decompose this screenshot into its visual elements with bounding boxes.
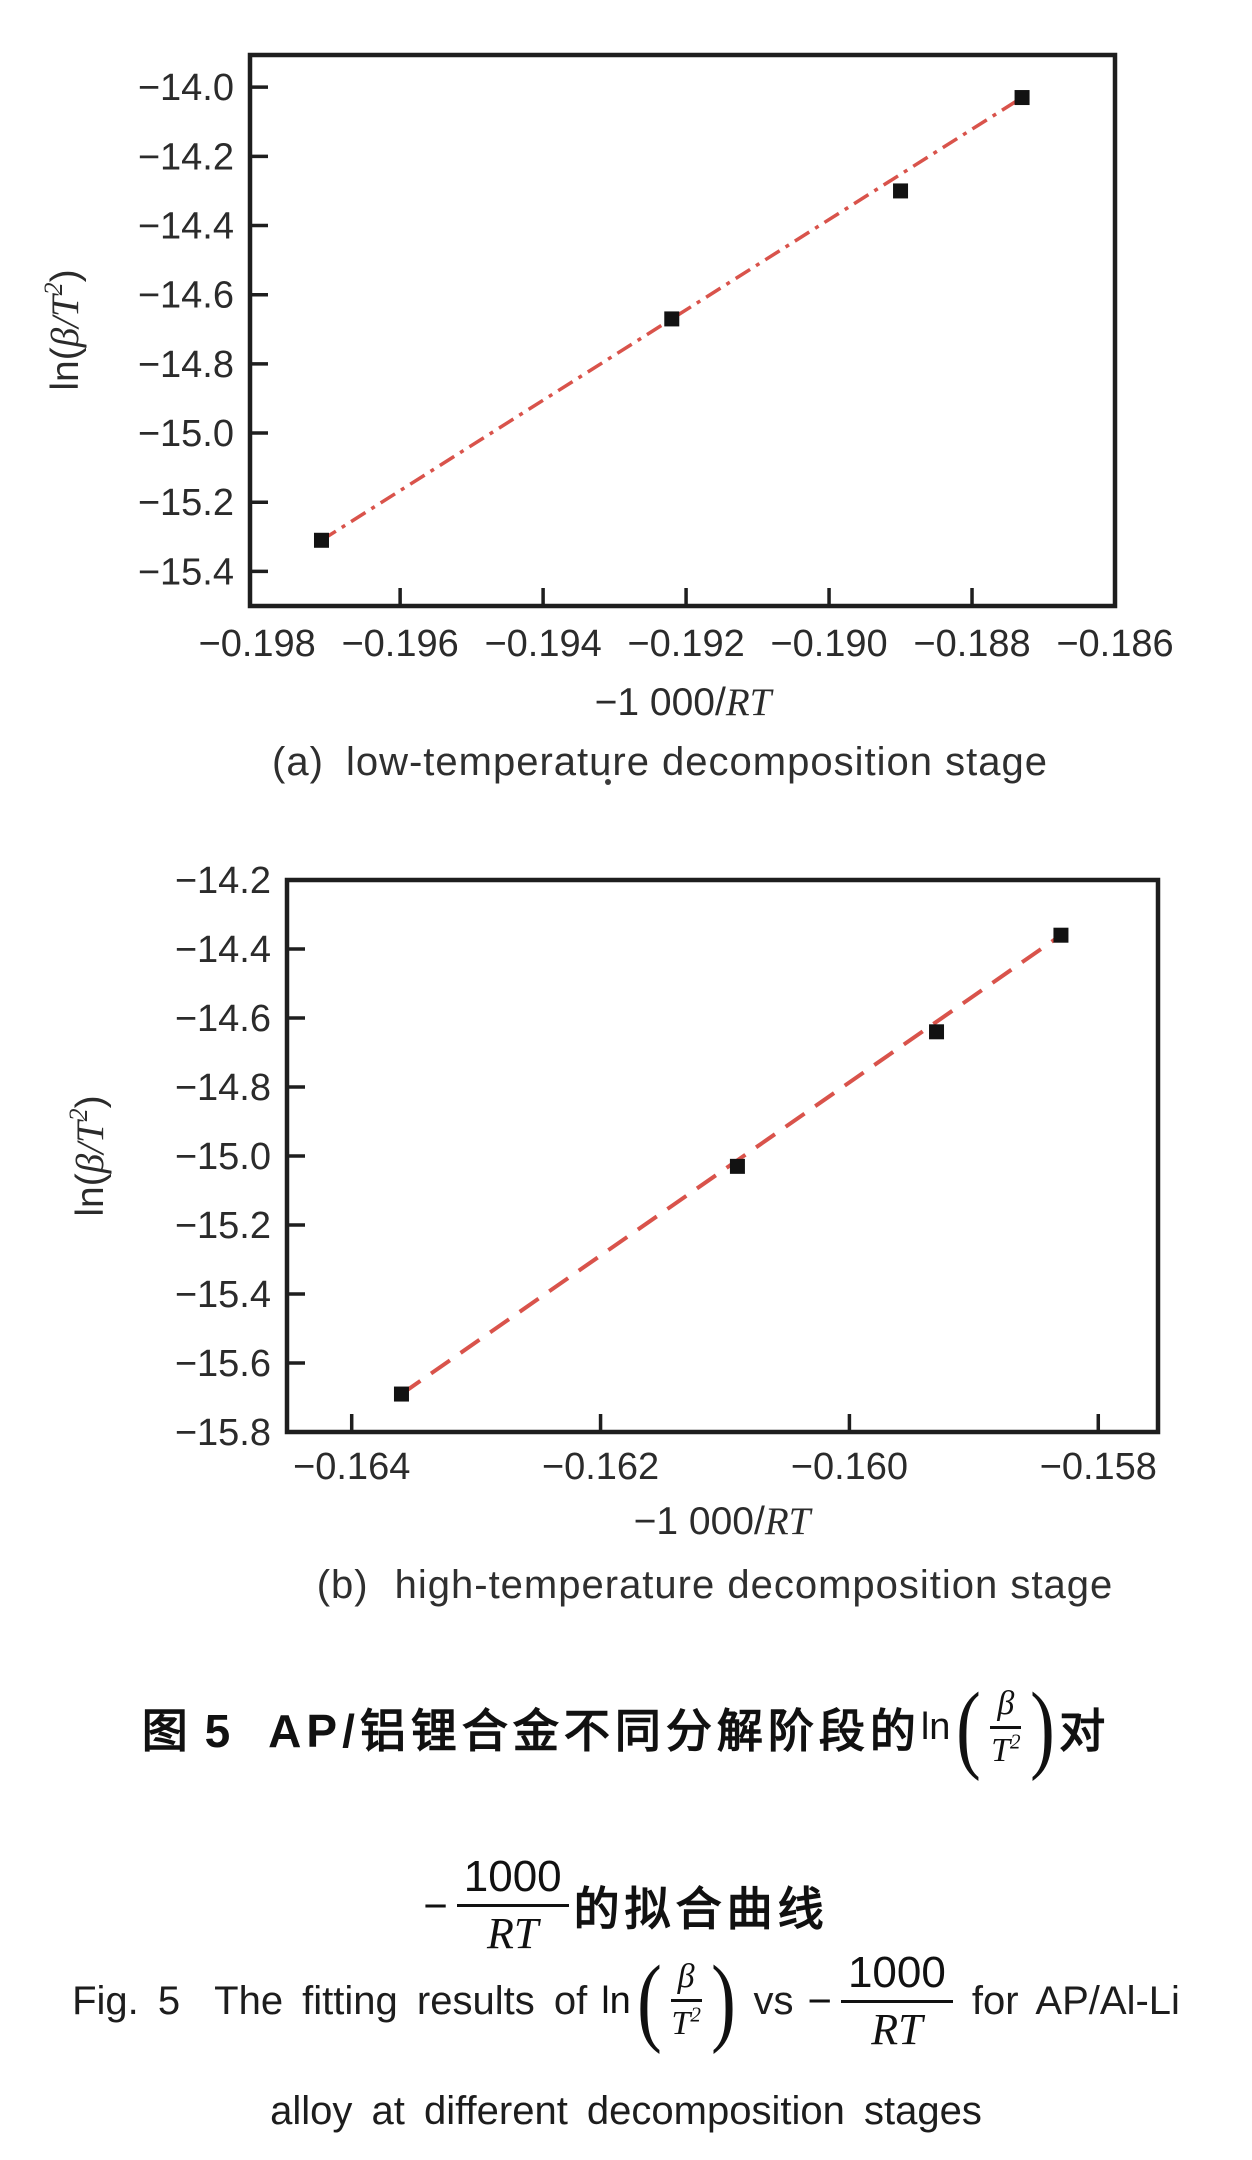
- y-tick-label: −14.2: [138, 136, 234, 178]
- y-tick-label: −15.0: [138, 413, 234, 455]
- beta-over-T2-fraction: β T2: [670, 1959, 702, 2042]
- plot-frame: [247, 52, 1118, 609]
- x-tick-label: −0.186: [1056, 623, 1173, 665]
- x-tick-label: −0.194: [484, 623, 601, 665]
- caption-en-part1: The fitting results of: [214, 1978, 588, 2023]
- data-point: [893, 183, 909, 199]
- data-point: [729, 1158, 745, 1174]
- caption-en-part2: for AP/Al-Li: [971, 1978, 1180, 2023]
- y-tick-label: −14.8: [138, 344, 234, 386]
- data-point: [1053, 927, 1069, 943]
- caption-en-vs: vs: [753, 1978, 794, 2023]
- caption-en-line2-text: alloy at different decomposition stages: [270, 2088, 982, 2133]
- caption-en-formula-ln: ln ( β T2 ): [601, 1946, 739, 2056]
- data-point: [929, 1024, 945, 1040]
- caption-zh-fig-label: 图 5: [141, 1704, 233, 1757]
- y-tick-label: −15.2: [138, 482, 234, 524]
- x-tick-label: −0.164: [293, 1446, 410, 1488]
- fraction-denominator: RT: [871, 2004, 923, 2054]
- fraction-denominator: RT: [487, 1909, 539, 1958]
- data-point: [664, 311, 680, 327]
- open-paren: (: [956, 1672, 982, 1782]
- y-tick-label: −14.6: [175, 998, 271, 1040]
- caption-en-formula-frac: − 1000 RT: [808, 1949, 958, 2053]
- open-paren: (: [636, 1946, 662, 2056]
- plot-area-a: −14.0 −14.2 −14.4 −14.6 −14.8 −15.0 −15.2 −15.4…: [138, 52, 1174, 665]
- caption-zh-line1: 图 5 AP/铝锂合金不同分解阶段的 ln ( β T2 ) 对: [0, 1645, 1252, 1810]
- x-tick-label: −0.192: [627, 623, 744, 665]
- y-tick-label: −14.2: [175, 860, 271, 902]
- ln-symbol: ln: [601, 1979, 631, 2022]
- fraction-numerator: 1000: [840, 1949, 953, 2003]
- caption-zh-dui: 对: [1059, 1704, 1111, 1757]
- y-tick-label: −15.2: [175, 1205, 271, 1247]
- x-tick-label: −0.188: [913, 623, 1030, 665]
- subcaption-b: (b) high-temperature decomposition stage: [317, 1563, 1114, 1607]
- y-tick-label: −14.4: [175, 929, 271, 971]
- y-tick-label: −14.8: [175, 1067, 271, 1109]
- close-paren: ): [1030, 1672, 1056, 1782]
- y-tick-label: −14.0: [138, 67, 234, 109]
- plot-area-b: −14.2 −14.4 −14.6 −14.8 −15.0 −15.2 −15.4 −15.6…: [175, 860, 1161, 1488]
- x-axis-label: −1 000/RT: [634, 1500, 813, 1543]
- y-tick-label: −15.8: [175, 1412, 271, 1454]
- y-tick-label: −15.4: [138, 551, 234, 593]
- close-paren: ): [710, 1946, 736, 2056]
- caption-zh-text1: AP/铝锂合金不同分解阶段的: [268, 1704, 921, 1757]
- y-axis-label: ln(β/T2): [64, 1095, 112, 1216]
- fraction-numerator: β: [990, 1685, 1022, 1729]
- y-axis-label: ln(β/T2): [39, 269, 87, 390]
- caption-zh-line2: − 1000 RT 的拟合曲线: [0, 1828, 1252, 1983]
- x-tick-label: −0.198: [199, 623, 316, 665]
- x-tick-label: −0.190: [770, 623, 887, 665]
- chart-high-temperature: −14.2 −14.4 −14.6 −14.8 −15.0 −15.2 −15.4 −15.6…: [64, 860, 1161, 1607]
- 1000-over-RT-fraction: 1000 RT: [456, 1853, 569, 1958]
- minus-sign: −: [807, 1977, 832, 2024]
- caption-en-line2: alloy at different decomposition stages: [0, 2080, 1252, 2142]
- caption-zh-formula-ln: ln ( β T2 ): [920, 1672, 1059, 1782]
- x-axis-label: −1 000/RT: [595, 681, 774, 724]
- chart-low-temperature: −14.0 −14.2 −14.4 −14.6 −14.8 −15.0 −15.2 −15.4…: [39, 52, 1174, 785]
- data-point: [1014, 90, 1030, 106]
- subcaption-a: (a) low-temperature decomposition stage: [272, 740, 1048, 784]
- x-tick-label: −0.158: [1040, 1446, 1157, 1488]
- ln-symbol: ln: [920, 1706, 951, 1748]
- y-tick-label: −15.4: [175, 1274, 271, 1316]
- data-point: [313, 532, 329, 548]
- y-tick-label: −15.6: [175, 1343, 271, 1385]
- minus-sign: −: [423, 1881, 448, 1929]
- y-tick-label: −14.6: [138, 275, 234, 317]
- fit-line: [320, 96, 1024, 542]
- caption-en-fig-label: Fig. 5: [72, 1978, 181, 2023]
- y-tick-label: −15.0: [175, 1136, 271, 1178]
- plot-frame: [284, 877, 1161, 1435]
- beta-over-T2-fraction: β T2: [990, 1685, 1022, 1769]
- y-tick-label: −14.4: [138, 206, 234, 248]
- x-tick-label: −0.196: [341, 623, 458, 665]
- data-point: [393, 1386, 409, 1402]
- caption-zh-formula-frac: − 1000 RT: [423, 1853, 573, 1957]
- 1000-over-RT-fraction: 1000 RT: [840, 1949, 953, 2054]
- fraction-denominator: T2: [671, 2002, 701, 2042]
- x-tick-label: −0.160: [791, 1446, 908, 1488]
- caption-en-line1: Fig. 5 The fitting results of ln ( β T2 …: [0, 1922, 1252, 2080]
- fraction-numerator: β: [670, 1959, 702, 2002]
- scan-artifact-dot: [605, 779, 611, 785]
- fraction-denominator: T2: [991, 1729, 1021, 1769]
- fraction-numerator: 1000: [456, 1853, 569, 1907]
- x-tick-label: −0.162: [542, 1446, 659, 1488]
- caption-zh-text2: 的拟合曲线: [573, 1882, 829, 1935]
